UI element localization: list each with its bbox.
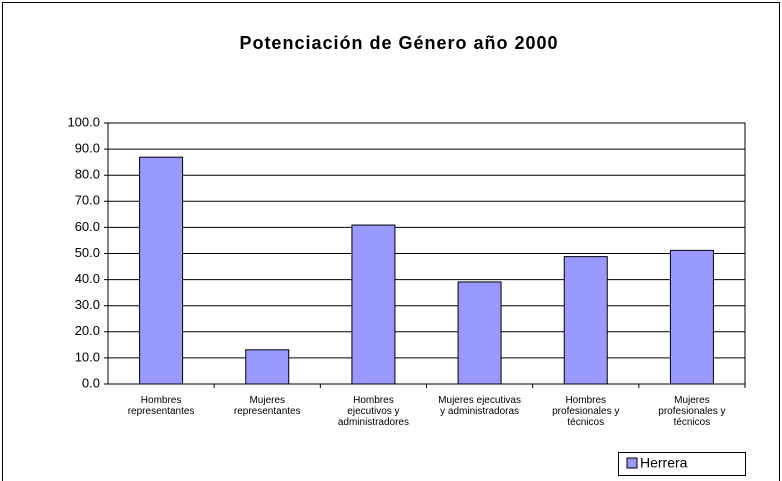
x-tick-label: Mujeres representantes (234, 395, 301, 417)
y-tick-label: 20.0 (75, 323, 100, 338)
x-tick-label: Mujeres profesionales y técnicos (658, 395, 725, 428)
y-tick-label: 80.0 (75, 167, 100, 182)
bar (245, 349, 290, 385)
y-tick-label: 10.0 (75, 349, 100, 364)
y-tick-label: 0.0 (82, 375, 100, 390)
x-tick-label: Hombres profesionales y técnicos (552, 395, 619, 428)
chart-title: Potenciación de Género año 2000 (239, 33, 558, 53)
y-tick-label: 60.0 (75, 219, 100, 234)
y-tick-label: 90.0 (75, 141, 100, 156)
y-tick-label: 30.0 (75, 297, 100, 312)
bar (563, 256, 608, 385)
bar (457, 281, 502, 385)
y-tick-label: 70.0 (75, 193, 100, 208)
x-tick-label: Hombres representantes (128, 395, 195, 417)
y-tick-label: 100.0 (67, 114, 100, 129)
x-tick-label: Mujeres ejecutivas y administradoras (438, 395, 521, 417)
bar (669, 249, 714, 385)
y-tick-label: 40.0 (75, 271, 100, 286)
bar (351, 224, 396, 385)
legend-label: Herrera (640, 455, 688, 471)
legend-box (618, 452, 746, 476)
x-tick-label: Hombres ejecutivos y administradores (338, 395, 409, 428)
y-tick-label: 50.0 (75, 245, 100, 260)
bar (139, 156, 184, 385)
legend-swatch (626, 457, 638, 469)
